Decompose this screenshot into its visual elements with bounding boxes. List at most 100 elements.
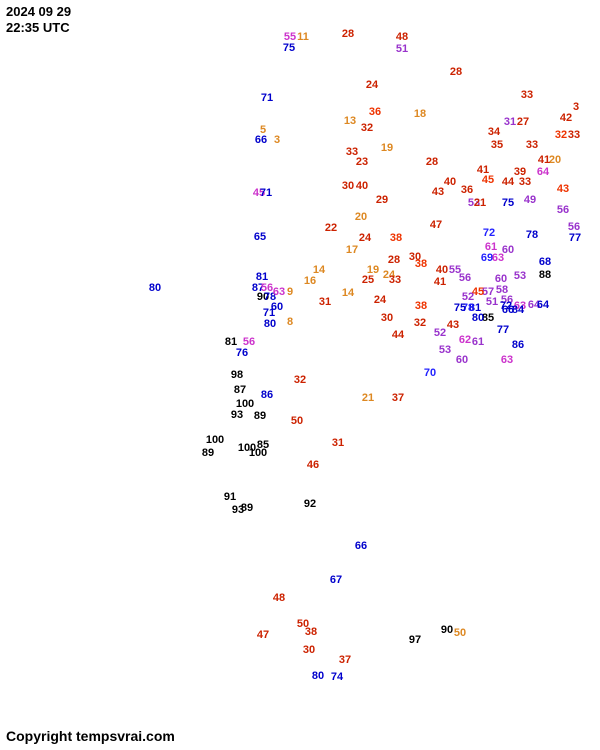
data-point: 38 (390, 232, 402, 244)
data-point: 86 (512, 339, 524, 351)
data-point: 27 (517, 116, 529, 128)
data-point: 28 (342, 28, 354, 40)
data-point: 32 (555, 129, 567, 141)
data-point: 28 (426, 156, 438, 168)
date-text: 2024 09 29 (6, 4, 71, 20)
data-point: 47 (257, 629, 269, 641)
data-point: 91 (224, 491, 236, 503)
data-point: 77 (497, 324, 509, 336)
data-point: 66 (355, 540, 367, 552)
data-point: 16 (304, 275, 316, 287)
data-point: 56 (459, 272, 471, 284)
data-point: 40 (444, 176, 456, 188)
data-point: 63 (492, 252, 504, 264)
data-point: 63 (501, 354, 513, 366)
data-point: 63 (273, 286, 285, 298)
data-point: 30 (342, 180, 354, 192)
data-point: 20 (355, 211, 367, 223)
data-point: 100 (206, 434, 224, 446)
data-point: 65 (254, 231, 266, 243)
data-point: 38 (415, 300, 427, 312)
data-point: 61 (472, 336, 484, 348)
data-point: 8 (287, 316, 293, 328)
timestamp-header: 2024 09 29 22:35 UTC (6, 4, 71, 35)
data-point: 33 (568, 129, 580, 141)
data-point: 97 (409, 634, 421, 646)
data-point: 64 (537, 166, 549, 178)
data-point: 32 (294, 374, 306, 386)
time-text: 22:35 UTC (6, 20, 71, 36)
data-point: 31 (332, 437, 344, 449)
data-point: 23 (356, 156, 368, 168)
data-point: 92 (304, 498, 316, 510)
data-point: 43 (557, 183, 569, 195)
data-point: 20 (549, 154, 561, 166)
data-point: 62 (459, 334, 471, 346)
data-point: 43 (432, 186, 444, 198)
data-point: 88 (539, 269, 551, 281)
data-point: 36 (369, 106, 381, 118)
data-point: 11 (297, 31, 309, 43)
data-point: 49 (524, 194, 536, 206)
data-point: 44 (502, 176, 514, 188)
data-point: 51 (486, 296, 498, 308)
data-point: 37 (339, 654, 351, 666)
data-point: 19 (381, 142, 393, 154)
data-point: 47 (430, 219, 442, 231)
data-point: 52 (434, 327, 446, 339)
data-point: 90 (441, 624, 453, 636)
data-point: 9 (287, 286, 293, 298)
data-point: 24 (359, 232, 371, 244)
data-point: 100 (249, 447, 267, 459)
data-point: 17 (346, 244, 358, 256)
data-point: 34 (488, 126, 500, 138)
data-point: 80 (264, 318, 276, 330)
data-point: 31 (319, 296, 331, 308)
data-point: 18 (414, 108, 426, 120)
data-point: 80 (312, 670, 324, 682)
data-point: 60 (456, 354, 468, 366)
data-point: 45 (482, 174, 494, 186)
data-point: 70 (424, 367, 436, 379)
data-point: 41 (538, 154, 550, 166)
data-point: 41 (434, 276, 446, 288)
data-point: 33 (521, 89, 533, 101)
data-point: 48 (273, 592, 285, 604)
data-point: 50 (291, 415, 303, 427)
data-point: 48 (396, 31, 408, 43)
data-point: 14 (342, 287, 354, 299)
data-point: 68 (539, 256, 551, 268)
data-point: 35 (491, 139, 503, 151)
data-point: 28 (450, 66, 462, 78)
data-point: 86 (261, 389, 273, 401)
data-point: 56 (557, 204, 569, 216)
data-point: 25 (362, 274, 374, 286)
data-point: 87 (234, 384, 246, 396)
data-point: 30 (303, 644, 315, 656)
data-point: 40 (436, 264, 448, 276)
data-point: 80 (472, 312, 484, 324)
data-point: 44 (392, 329, 404, 341)
data-point: 32 (414, 317, 426, 329)
data-point: 3 (274, 134, 280, 146)
data-point: 84 (512, 304, 524, 316)
data-point: 78 (526, 229, 538, 241)
data-point: 32 (361, 122, 373, 134)
data-point: 98 (231, 369, 243, 381)
data-point: 43 (447, 319, 459, 331)
data-point: 75 (454, 302, 466, 314)
data-point: 67 (330, 574, 342, 586)
data-point: 42 (560, 112, 572, 124)
data-point: 89 (241, 502, 253, 514)
copyright-footer: Copyright tempsvrai.com (6, 728, 175, 744)
data-point: 71 (260, 187, 272, 199)
data-point: 80 (149, 282, 161, 294)
data-point: 75 (502, 197, 514, 209)
data-point: 37 (392, 392, 404, 404)
data-point: 36 (461, 184, 473, 196)
data-point: 28 (388, 254, 400, 266)
data-point: 53 (514, 270, 526, 282)
data-point: 72 (483, 227, 495, 239)
data-point: 3 (573, 101, 579, 113)
data-point: 31 (504, 116, 516, 128)
